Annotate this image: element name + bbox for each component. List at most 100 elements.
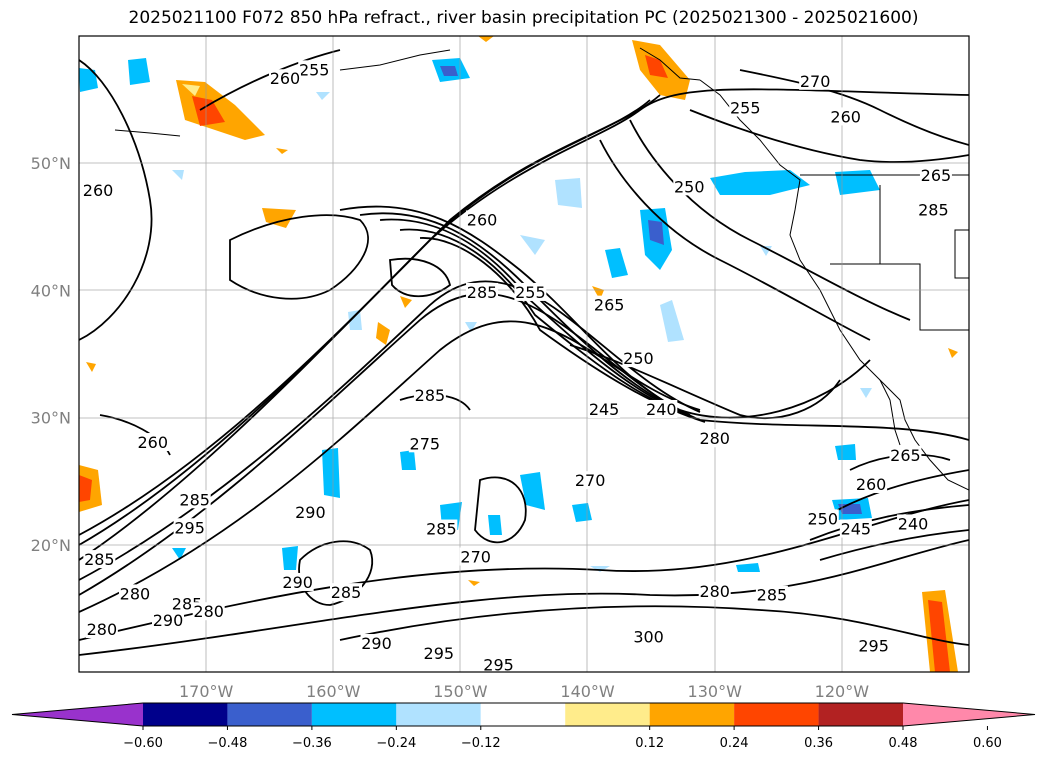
contour-label: 280 <box>699 429 730 448</box>
contour-label: 285 <box>84 550 115 569</box>
lon-tick-label: 120°W <box>815 682 870 701</box>
colorbar-tick-label: −0.48 <box>208 736 248 751</box>
contour-label-bg <box>806 509 839 528</box>
contour-label: 295 <box>483 656 514 675</box>
colorbar-tick-label: −0.24 <box>376 736 416 751</box>
colorbar-extend-high <box>903 703 1035 726</box>
contour-label: 260 <box>270 69 301 88</box>
lon-tick-label: 140°W <box>560 682 615 701</box>
contour-label-bg <box>839 519 872 538</box>
colorbar-tick-label: 0.48 <box>889 736 918 751</box>
contour-label-bg <box>330 583 362 602</box>
contour-label: 285 <box>757 586 788 605</box>
colorbar-segment <box>734 703 819 726</box>
contour-label-bg <box>645 399 678 418</box>
lat-tick-label: 50°N <box>31 154 71 173</box>
colorbar-extend-low <box>12 703 143 726</box>
colorbar-tick-label: −0.36 <box>292 736 332 751</box>
contour-label-bg <box>422 644 455 663</box>
contour-label-bg <box>729 98 762 117</box>
contour-label: 260 <box>467 210 498 229</box>
contour-label-bg <box>294 503 327 521</box>
contour-label: 255 <box>299 60 330 79</box>
contour-label-bg <box>173 518 206 537</box>
contour-label: 285 <box>415 386 446 405</box>
contour-lines <box>79 49 969 656</box>
contour-label: 300 <box>633 628 664 647</box>
colorbar-segment <box>396 703 481 726</box>
contour-label: 250 <box>623 349 654 368</box>
contour-label-bg <box>673 177 706 196</box>
contour-label-bg <box>466 282 499 301</box>
contour-label-bg <box>897 514 930 533</box>
contour-label: 250 <box>808 509 839 528</box>
contour-label-bg <box>85 620 118 639</box>
lon-tick-label: 150°W <box>433 682 488 701</box>
contour-label: 245 <box>589 400 620 419</box>
colorbar-segment <box>565 703 650 726</box>
contour-label-bg <box>857 636 890 655</box>
contour-label: 285 <box>467 283 498 302</box>
contour-label: 260 <box>830 107 861 126</box>
lat-tick-label: 40°N <box>31 281 71 300</box>
contour-label: 295 <box>424 644 455 663</box>
contour-label: 260 <box>137 433 168 452</box>
shaded-field <box>79 36 958 672</box>
colorbar: −0.60 −0.48 −0.36 −0.24 −0.12 0.12 0.24 0.36 0.4… <box>11 702 1036 751</box>
contour-label: 290 <box>295 503 326 522</box>
contour-label-bg <box>268 69 301 88</box>
contour-label: 290 <box>153 611 184 630</box>
plot-frame <box>78 35 970 673</box>
contour-label-bg <box>917 200 950 219</box>
contour-label-bg <box>698 581 731 600</box>
contour-label: 240 <box>898 514 929 533</box>
contour-label: 265 <box>594 296 625 315</box>
contour-label-bg <box>482 655 515 672</box>
contour-label: 270 <box>575 471 606 490</box>
contour-label-bg <box>889 445 922 464</box>
contour-label: 290 <box>282 573 313 592</box>
contour-label-bg <box>82 181 115 200</box>
colorbar-segment <box>818 703 903 726</box>
colorbar-tick-label: −0.60 <box>123 736 163 751</box>
colorbar-segment <box>143 703 228 726</box>
contour-label: 245 <box>841 520 872 539</box>
contour-label: 265 <box>921 166 952 185</box>
contour-label: 280 <box>120 584 151 603</box>
colorbar-tick-label: 0.24 <box>720 736 749 751</box>
contour-label-bg <box>593 295 626 314</box>
lon-tick-labels: 170°W 160°W 150°W 140°W 130°W 120°W <box>179 682 869 701</box>
colorbar-segment <box>227 703 312 726</box>
contour-label-bg <box>799 71 832 90</box>
contour-label: 260 <box>83 181 114 200</box>
chart-title: 2025021100 F072 850 hPa refract., river … <box>128 8 919 28</box>
contour-label: 295 <box>174 518 205 537</box>
colorbar-segment <box>480 703 566 726</box>
contour-label-bg <box>360 634 393 653</box>
contour-label-bg <box>118 584 151 603</box>
contour-label-bg <box>281 572 314 591</box>
lat-tick-labels: 50°N 40°N 30°N 20°N <box>31 154 71 555</box>
contour-label-bg <box>466 210 499 229</box>
contour-label: 295 <box>858 637 889 656</box>
contour-label: 260 <box>856 475 887 494</box>
contour-label-bg <box>83 550 116 569</box>
contour-label-bg <box>632 627 665 646</box>
lon-tick-label: 170°W <box>179 682 234 701</box>
contour-label-bg <box>622 349 655 368</box>
contour-label: 265 <box>890 446 921 465</box>
contour-label: 285 <box>426 520 457 539</box>
contour-label-bg <box>413 385 446 404</box>
contour-label-bg <box>459 547 492 566</box>
contour-label: 275 <box>410 434 441 453</box>
contour-label-bg <box>425 519 458 538</box>
contour-label-bg <box>298 60 331 79</box>
contour-label: 285 <box>179 490 210 509</box>
colorbar-segment <box>311 703 397 726</box>
contour-label: 270 <box>460 548 491 567</box>
contour-label-bg <box>514 282 547 301</box>
contour-label: 285 <box>918 200 949 219</box>
contour-label: 290 <box>361 634 392 653</box>
